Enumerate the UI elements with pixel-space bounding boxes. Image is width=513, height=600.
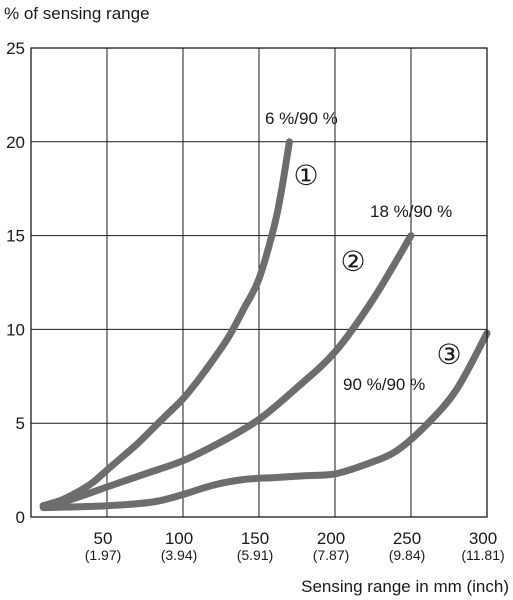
y-axis-ticks: 0 5 10 15 20 25	[6, 39, 25, 527]
series-marker: ②	[340, 245, 365, 278]
x-tick-label: 50	[94, 529, 113, 548]
y-tick-label: 20	[6, 133, 25, 152]
x-tick-sublabel: (5.91)	[237, 547, 274, 563]
chart-grid	[31, 48, 487, 517]
y-tick-label: 25	[6, 39, 25, 58]
x-tick-label: 250	[393, 529, 421, 548]
chart-annotations: 6 %/90 % ① 18 %/90 % ② 90 %/90 % ③	[265, 109, 462, 394]
x-tick-sublabel: (3.94)	[161, 547, 198, 563]
series-annotation: 18 %/90 %	[370, 202, 452, 221]
x-tick-sublabel: (1.97)	[85, 547, 122, 563]
x-tick-label: 300	[469, 529, 497, 548]
y-tick-label: 0	[16, 508, 25, 527]
x-tick-label: 150	[241, 529, 269, 548]
y-axis-label: % of sensing range	[4, 4, 150, 23]
y-tick-label: 5	[16, 414, 25, 433]
x-tick-sublabel: (7.87)	[313, 547, 350, 563]
series-marker: ③	[436, 338, 461, 371]
y-tick-label: 15	[6, 227, 25, 246]
x-tick-label: 200	[317, 529, 345, 548]
y-tick-label: 10	[6, 320, 25, 339]
x-tick-label: 100	[165, 529, 193, 548]
series-marker: ①	[293, 159, 318, 192]
plot-border	[30, 47, 488, 518]
x-tick-sublabel: (11.81)	[461, 547, 504, 563]
curve-18-percent	[39, 232, 415, 510]
series-annotation: 6 %/90 %	[265, 109, 338, 128]
curve-90-percent	[39, 329, 491, 512]
x-axis-label: Sensing range in mm (inch)	[301, 577, 509, 596]
series-annotation: 90 %/90 %	[343, 375, 425, 394]
chart-series	[39, 138, 491, 512]
x-axis-ticks: 50(1.97) 100(3.94) 150(5.91) 200(7.87) 250(9…	[85, 529, 505, 563]
x-tick-sublabel: (9.84)	[389, 547, 426, 563]
curve-6-percent	[39, 138, 293, 510]
